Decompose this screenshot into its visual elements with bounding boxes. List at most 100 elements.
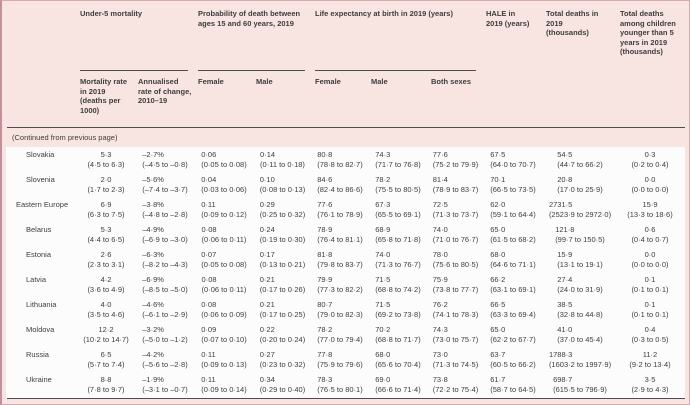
value: 77·8 xyxy=(317,350,333,360)
cell-total-deaths: 27·4 (24·0 to 31·9) xyxy=(546,275,620,298)
uncertainty-interval: (–5·0 to –1·2) xyxy=(142,335,188,345)
uncertainty-interval: (76·1 to 78·9) xyxy=(317,209,363,219)
uncertainty-interval: (0·0 to 0·0) xyxy=(631,259,669,269)
uncertainty-interval: (44·7 to 66·2) xyxy=(557,159,603,169)
cell-annualised-rate-of-change: –3·8% (–4·8 to –2·8) xyxy=(138,200,198,223)
cell-life-exp-female: 77·8 (75·9 to 79·6) xyxy=(315,350,371,373)
cell-hale: 67·5 (64·0 to 70·7) xyxy=(486,150,546,173)
table-body: Slovakia 5·3 (4·5 to 6·3) –2·7% (–4·5 to –0… xyxy=(6,147,685,398)
value: 15·9 xyxy=(557,249,573,259)
col-group-total-deaths: Total deaths in 2019 (thousands) xyxy=(546,9,599,37)
uncertainty-interval: (66·5 to 73·5) xyxy=(490,184,536,194)
uncertainty-interval: (75·5 to 80·5) xyxy=(375,184,421,194)
uncertainty-interval: (65·8 to 71·8) xyxy=(375,234,421,244)
uncertainty-interval: (–8·5 to –5·0) xyxy=(142,284,188,294)
col-group-hale: HALE in 2019 (years) xyxy=(486,9,530,28)
subhead-blank xyxy=(10,77,80,127)
cell-life-exp-female: 84·6 (82·4 to 86·6) xyxy=(315,175,371,198)
uncertainty-interval: (0·1 to 0·1) xyxy=(631,310,669,320)
cell-life-exp-female: 79·9 (77·3 to 82·2) xyxy=(315,275,371,298)
value: 76·2 xyxy=(432,300,448,310)
subhead-hale-blank xyxy=(486,77,546,127)
cell-total-deaths: 54·5 (44·7 to 66·2) xyxy=(546,150,620,173)
uncertainty-interval: (1·7 to 2·3) xyxy=(87,184,125,194)
uncertainty-interval: (72·2 to 75·4) xyxy=(432,385,479,395)
cell-prob-death-female: 0·07 (0·05 to 0·08) xyxy=(198,250,256,273)
uncertainty-interval: (32·8 to 44·8) xyxy=(557,310,603,320)
subhead-le-both-sexes: Both sexes xyxy=(431,77,472,86)
value: 5·3 xyxy=(100,224,112,234)
col-group-prob-death-15-60: Probability of death between ages 15 and… xyxy=(198,9,305,71)
value: 8·8 xyxy=(100,375,112,385)
cell-hale: 63·7 (60·5 to 66·2) xyxy=(486,350,546,373)
cell-hale: 66·2 (63·1 to 69·1) xyxy=(486,275,546,298)
row-label: Russia xyxy=(26,350,49,360)
value: 0·06 xyxy=(201,149,217,159)
uncertainty-interval: (0·29 to 0·40) xyxy=(259,385,306,395)
cell-life-exp-female: 78·2 (77·0 to 79·4) xyxy=(315,325,371,348)
value: 38·5 xyxy=(557,300,573,310)
uncertainty-interval: (61·5 to 68·2) xyxy=(490,234,536,244)
cell-life-exp-both-sexes: 74·3 (73·0 to 75·7) xyxy=(431,325,486,348)
value: 54·5 xyxy=(557,149,573,159)
cell-prob-death-female: 0·04 (0·03 to 0·06) xyxy=(198,175,256,198)
cell-life-exp-both-sexes: 76·2 (74·1 to 78·3) xyxy=(431,300,486,323)
cell-child-deaths: 11·2 (9·2 to 13·4) xyxy=(620,350,686,373)
uncertainty-interval: (68·8 to 74·2) xyxy=(375,284,421,294)
uncertainty-interval: (37·0 to 45·4) xyxy=(557,335,603,345)
value: 0·6 xyxy=(644,224,656,234)
cell-life-exp-female: 80·8 (78·8 to 82·7) xyxy=(315,150,371,173)
uncertainty-interval: (3·6 to 4·9) xyxy=(87,284,125,294)
cell-prob-death-female: 0·08 (0·06 to 0·09) xyxy=(198,300,256,323)
cell-under5-mortality-rate: 2·6 (2·3 to 3·1) xyxy=(80,250,138,273)
cell-life-exp-female: 78·9 (76·4 to 81·1) xyxy=(315,225,371,248)
value: 0·29 xyxy=(259,199,275,209)
cell-total-deaths: 20·8 (17·0 to 25·9) xyxy=(546,175,620,198)
value: 11·2 xyxy=(642,350,658,360)
cell-hale: 65·0 (61·5 to 68·2) xyxy=(486,225,546,248)
value: 80·7 xyxy=(317,300,333,310)
table-row-moldova: Moldova 12·2 (10·2 to 14·7) –3·2% (–5·0 to … xyxy=(6,323,685,348)
cell-child-deaths: 0·1 (0·1 to 0·1) xyxy=(620,300,686,323)
table-row-slovenia: Slovenia 2·0 (1·7 to 2·3) –5·6% (–7·4 to –3… xyxy=(6,172,685,197)
value: 74·3 xyxy=(432,325,448,335)
column-group-header-row: Under-5 mortality Probability of death b… xyxy=(10,9,686,71)
cell-life-exp-male: 74·3 (71·7 to 76·8) xyxy=(371,150,431,173)
uncertainty-interval: (0·09 to 0·14) xyxy=(201,385,247,395)
value: 73·0 xyxy=(432,350,448,360)
value: 68·9 xyxy=(375,224,391,234)
table-row-belarus: Belarus 5·3 (4·4 to 6·5) –4·9% (–6·9 to –3·… xyxy=(6,222,685,247)
uncertainty-interval: (0·13 to 0·21) xyxy=(259,259,306,269)
row-label: Lithuania xyxy=(26,300,57,310)
uncertainty-interval: (3·5 to 4·6) xyxy=(87,310,125,320)
value: 84·6 xyxy=(317,174,333,184)
value: –5·6% xyxy=(142,174,164,184)
subhead-total-deaths-blank xyxy=(546,77,620,127)
value: 5·3 xyxy=(100,149,112,159)
uncertainty-interval: (62·2 to 67·7) xyxy=(490,335,536,345)
uncertainty-interval: (0·06 to 0·09) xyxy=(201,310,247,320)
cell-annualised-rate-of-change: –4·2% (–5·6 to –2·8) xyxy=(138,350,198,373)
uncertainty-interval: (5·7 to 7·4) xyxy=(87,360,125,370)
cell-total-deaths: 41·0 (37·0 to 45·4) xyxy=(546,325,620,348)
uncertainty-interval: (0·08 to 0·13) xyxy=(259,184,306,194)
subhead-annualised-rate: Annualised rate of change, 2010–19 xyxy=(138,77,192,105)
cell-prob-death-male: 0·24 (0·19 to 0·30) xyxy=(256,225,315,248)
cell-hale: 62·0 (59·1 to 64·4) xyxy=(486,200,546,223)
value: 2731·5 xyxy=(548,199,573,209)
uncertainty-interval: (0·03 to 0·06) xyxy=(201,184,247,194)
cell-prob-death-female: 0·08 (0·06 to 0·11) xyxy=(198,275,256,298)
uncertainty-interval: (–8·2 to –4·3) xyxy=(142,259,188,269)
uncertainty-interval: (59·1 to 64·4) xyxy=(490,209,536,219)
value: 77·6 xyxy=(432,149,448,159)
uncertainty-interval: (65·5 to 69·1) xyxy=(375,209,421,219)
value: 68·0 xyxy=(375,350,391,360)
uncertainty-interval: (7·8 to 9·7) xyxy=(87,385,125,395)
value: 0·08 xyxy=(201,274,217,284)
cell-total-deaths: 698·7 (615·5 to 796·9) xyxy=(546,375,620,398)
cell-under5-mortality-rate: 2·0 (1·7 to 2·3) xyxy=(80,175,138,198)
cell-life-exp-female: 78·3 (76·5 to 80·1) xyxy=(315,375,371,398)
value: 71·5 xyxy=(375,300,391,310)
cell-annualised-rate-of-change: –4·9% (–6·9 to –3·0) xyxy=(138,225,198,248)
cell-prob-death-male: 0·17 (0·13 to 0·21) xyxy=(256,250,315,273)
